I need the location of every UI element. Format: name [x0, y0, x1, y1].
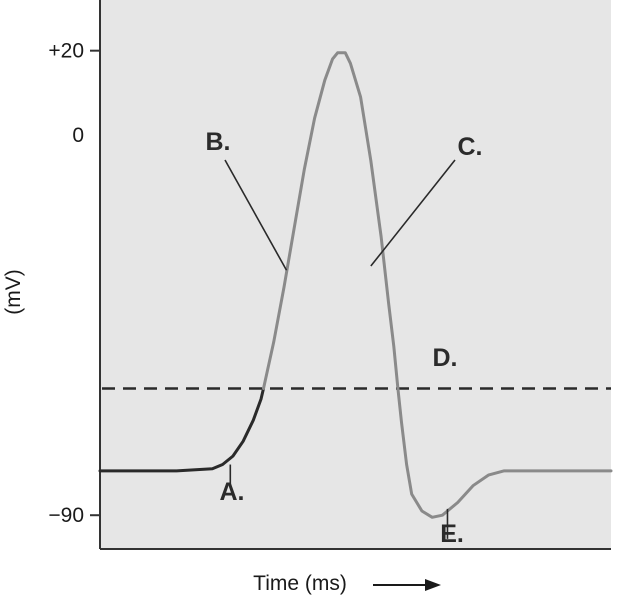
annotation-label: B.	[206, 128, 231, 156]
series-line-resting-and-depolarization	[98, 387, 265, 473]
y-tick-label: +20	[48, 40, 84, 63]
annotation-label: E.	[440, 520, 464, 548]
annotation-leader	[370, 159, 456, 267]
annotation-leader	[224, 159, 288, 271]
x-axis-label: Time (ms)	[253, 572, 347, 595]
x-axis-arrow	[373, 579, 441, 591]
y-tick-label: −90	[48, 504, 84, 527]
y-ticks: +20 0 −90	[48, 40, 100, 527]
y-tick-label: 0	[72, 124, 84, 147]
series-layer	[98, 51, 613, 519]
series-line-upstroke-peak-repolarization-hyperpolarization	[262, 51, 613, 519]
annotation-label: A.	[220, 478, 245, 506]
annotation-label: C.	[458, 133, 483, 161]
plot-background	[100, 0, 611, 549]
annotation-label: D.	[433, 344, 458, 372]
annotation-layer: A. B. C. D. E.	[206, 128, 483, 548]
y-axis-label: (mV)	[2, 269, 25, 315]
